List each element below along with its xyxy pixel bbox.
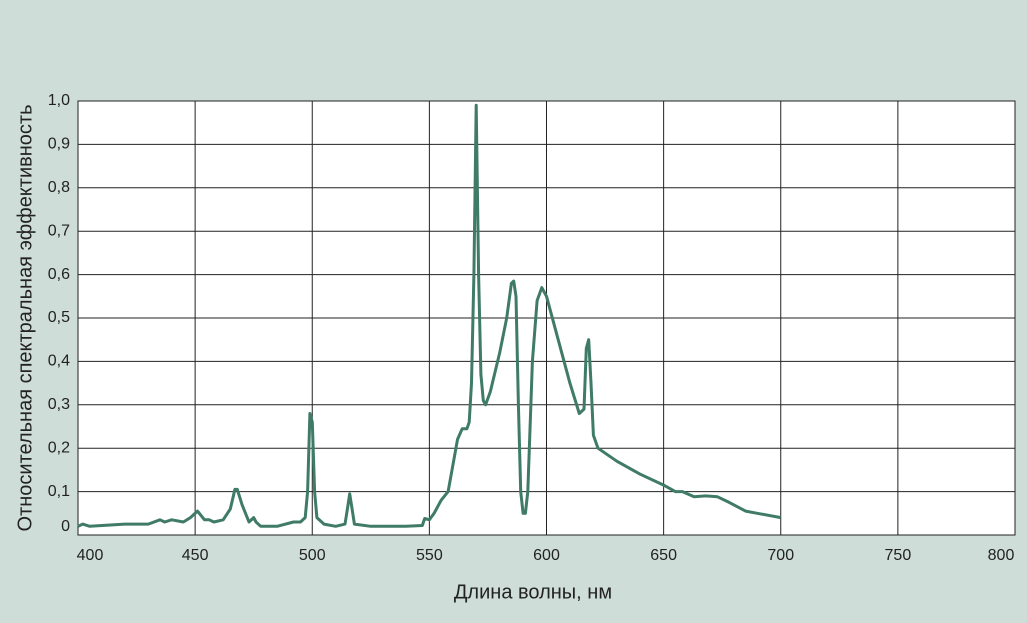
x-tick-label: 400: [77, 547, 104, 564]
x-tick-label: 450: [182, 547, 209, 564]
y-tick-label: 0,3: [48, 396, 70, 413]
y-tick-label: 0,8: [48, 179, 70, 196]
x-tick-label: 700: [767, 547, 794, 564]
x-tick-label: 600: [533, 547, 560, 564]
spectrum-line: [77, 103, 782, 528]
x-tick-label: 650: [650, 547, 677, 564]
x-tick-label: 800: [988, 547, 1015, 564]
y-tick-label: 0: [61, 518, 70, 535]
y-tick-label: 0,7: [48, 222, 70, 239]
x-tick-label: 500: [299, 547, 326, 564]
x-tick-label: 550: [416, 547, 443, 564]
y-tick-label: 0,1: [48, 483, 70, 500]
x-axis-label: Длина волны, нм: [454, 581, 612, 603]
y-tick-label: 0,2: [48, 439, 70, 456]
y-axis-label: Относительная спектральная эффективность: [14, 105, 36, 532]
x-tick-label: 750: [885, 547, 912, 564]
y-tick-label: 0,6: [48, 266, 70, 283]
plot-border: [77, 100, 1016, 536]
y-tick-label: 1,0: [48, 92, 70, 109]
y-tick-label: 0,4: [48, 353, 70, 370]
y-tick-label: 0,9: [48, 136, 70, 153]
y-tick-label: 0,5: [48, 309, 70, 326]
